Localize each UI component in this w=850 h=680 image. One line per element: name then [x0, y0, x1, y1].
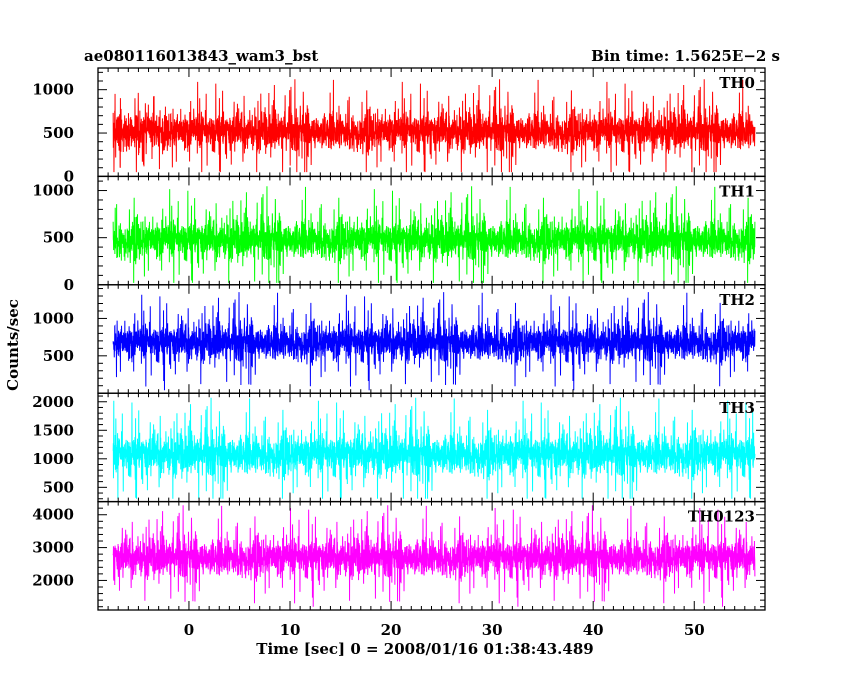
light-curve-th2 — [112, 292, 756, 391]
y-axis-title: Counts/sec — [4, 299, 22, 391]
y-tick-label: 1000 — [32, 81, 74, 99]
panel-th3: TH3 500 1000 1500 2000 — [32, 392, 766, 503]
panels-group: TH005001000TH105001000TH25001000TH350010… — [32, 67, 766, 639]
x-tick-label: 40 — [583, 621, 604, 639]
x-axis-title: Time [sec] 0 = 2008/01/16 01:38:43.489 — [256, 640, 593, 658]
light-curve-th3 — [112, 397, 756, 499]
bin-time-label: Bin time: 1.5625E−2 s — [591, 47, 780, 65]
panel-label-th1: TH1 — [719, 182, 755, 200]
x-tick-label: 10 — [280, 621, 301, 639]
light-curve-th0123 — [112, 505, 756, 607]
panel-th0123: TH0123 2000 3000 4000 — [32, 500, 766, 611]
panel-label-th0: TH0 — [719, 74, 755, 92]
x-tick-label: 30 — [482, 621, 503, 639]
panel-th1: TH1 0 500 1000 — [32, 175, 766, 294]
panel-th0: TH0 0 500 1000 — [32, 67, 766, 185]
panel-label-th2: TH2 — [719, 291, 755, 309]
y-tick-label: 2000 — [32, 571, 74, 589]
y-tick-label: 1000 — [32, 309, 74, 327]
y-tick-label: 4000 — [32, 506, 74, 524]
panel-label-th3: TH3 — [719, 399, 755, 417]
y-tick-label: 2000 — [32, 393, 74, 411]
y-tick-label: 1000 — [32, 182, 74, 200]
chart-title: ae080116013843_wam3_bst — [84, 47, 318, 65]
y-tick-label: 3000 — [32, 539, 74, 557]
y-tick-label: 500 — [43, 229, 74, 247]
y-tick-label: 1500 — [32, 421, 74, 439]
x-tick-label: 50 — [684, 621, 705, 639]
y-tick-label: 1000 — [32, 450, 74, 468]
y-tick-label: 0 — [64, 276, 74, 294]
x-tick-label: 20 — [381, 621, 402, 639]
y-tick-label: 0 — [64, 167, 74, 185]
light-curve-th0 — [112, 79, 756, 173]
light-curve-th1 — [112, 186, 756, 283]
y-tick-label: 500 — [43, 347, 74, 365]
panel-label-th0123: TH0123 — [688, 508, 755, 526]
panel-th2: TH2 500 1000 — [32, 284, 766, 394]
y-tick-label: 500 — [43, 478, 74, 496]
x-tick-label: 0 — [184, 621, 194, 639]
y-tick-label: 500 — [43, 124, 74, 142]
